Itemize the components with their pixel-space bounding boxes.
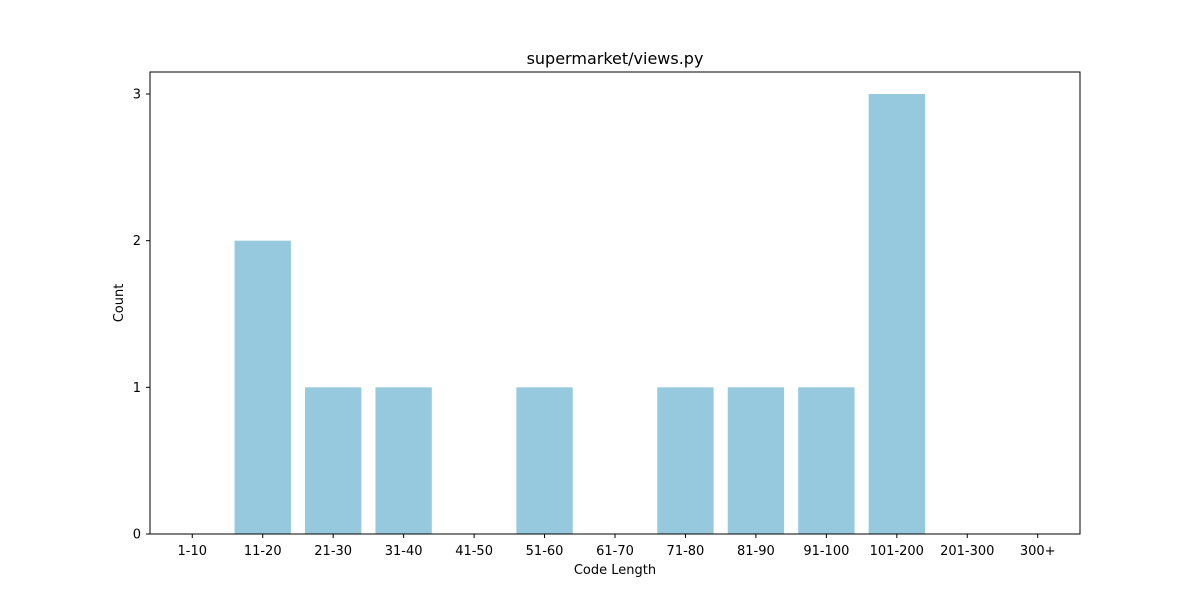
x-axis-title: Code Length [574, 563, 656, 578]
x-tick-label: 71-80 [667, 544, 705, 559]
bar-91-100 [798, 387, 854, 534]
bar-101-200 [869, 94, 925, 534]
bar-71-80 [657, 387, 713, 534]
chart-title: supermarket/views.py [527, 49, 704, 68]
bar-81-90 [728, 387, 784, 534]
x-tick-label: 1-10 [178, 544, 208, 559]
bar-21-30 [305, 387, 361, 534]
y-tick-label: 0 [133, 528, 141, 543]
y-tick-label: 1 [133, 381, 141, 396]
x-tick-label: 101-200 [870, 544, 924, 559]
x-tick-label: 300+ [1020, 544, 1056, 559]
bar-31-40 [375, 387, 431, 534]
x-tick-label: 21-30 [314, 544, 352, 559]
y-tick-label: 3 [133, 88, 141, 103]
x-tick-label: 201-300 [940, 544, 994, 559]
y-tick-label: 2 [133, 234, 141, 249]
x-tick-label: 81-90 [737, 544, 775, 559]
x-tick-label: 31-40 [385, 544, 423, 559]
x-tick-label: 91-100 [803, 544, 849, 559]
y-axis-title: Count [112, 284, 127, 323]
x-tick-label: 11-20 [244, 544, 282, 559]
x-tick-label: 41-50 [455, 544, 493, 559]
bar-11-20 [235, 241, 291, 534]
x-tick-label: 61-70 [596, 544, 634, 559]
bar-51-60 [516, 387, 572, 534]
x-tick-label: 51-60 [526, 544, 564, 559]
